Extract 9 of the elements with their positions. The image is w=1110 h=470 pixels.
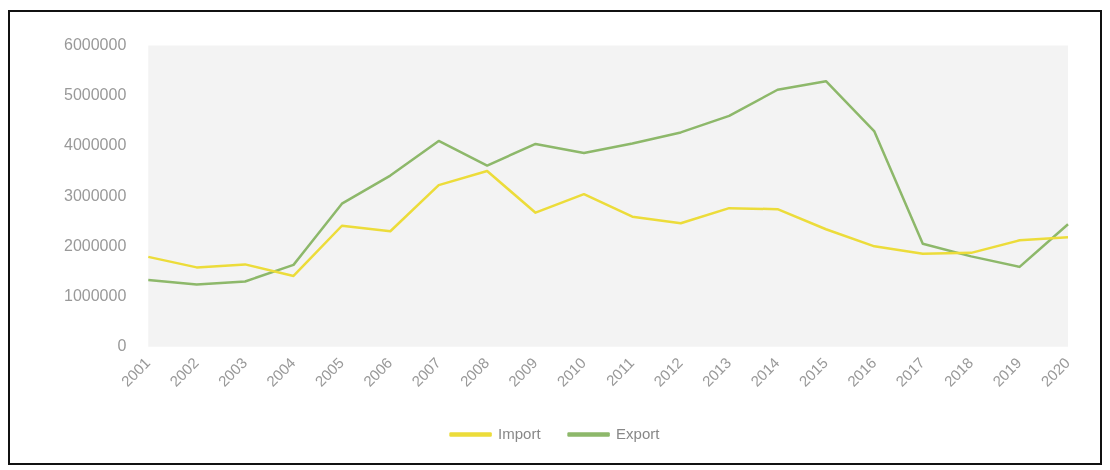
legend-label: Import xyxy=(498,424,542,442)
y-tick-label: 0 xyxy=(117,337,127,355)
legend-label: Export xyxy=(616,424,661,442)
y-tick-label: 1000000 xyxy=(63,286,127,304)
y-tick-label: 4000000 xyxy=(63,136,127,154)
y-tick-label: 6000000 xyxy=(63,36,127,54)
y-tick-label: 3000000 xyxy=(63,186,127,204)
y-tick-label: 5000000 xyxy=(63,86,127,104)
y-tick-label: 2000000 xyxy=(63,236,127,254)
